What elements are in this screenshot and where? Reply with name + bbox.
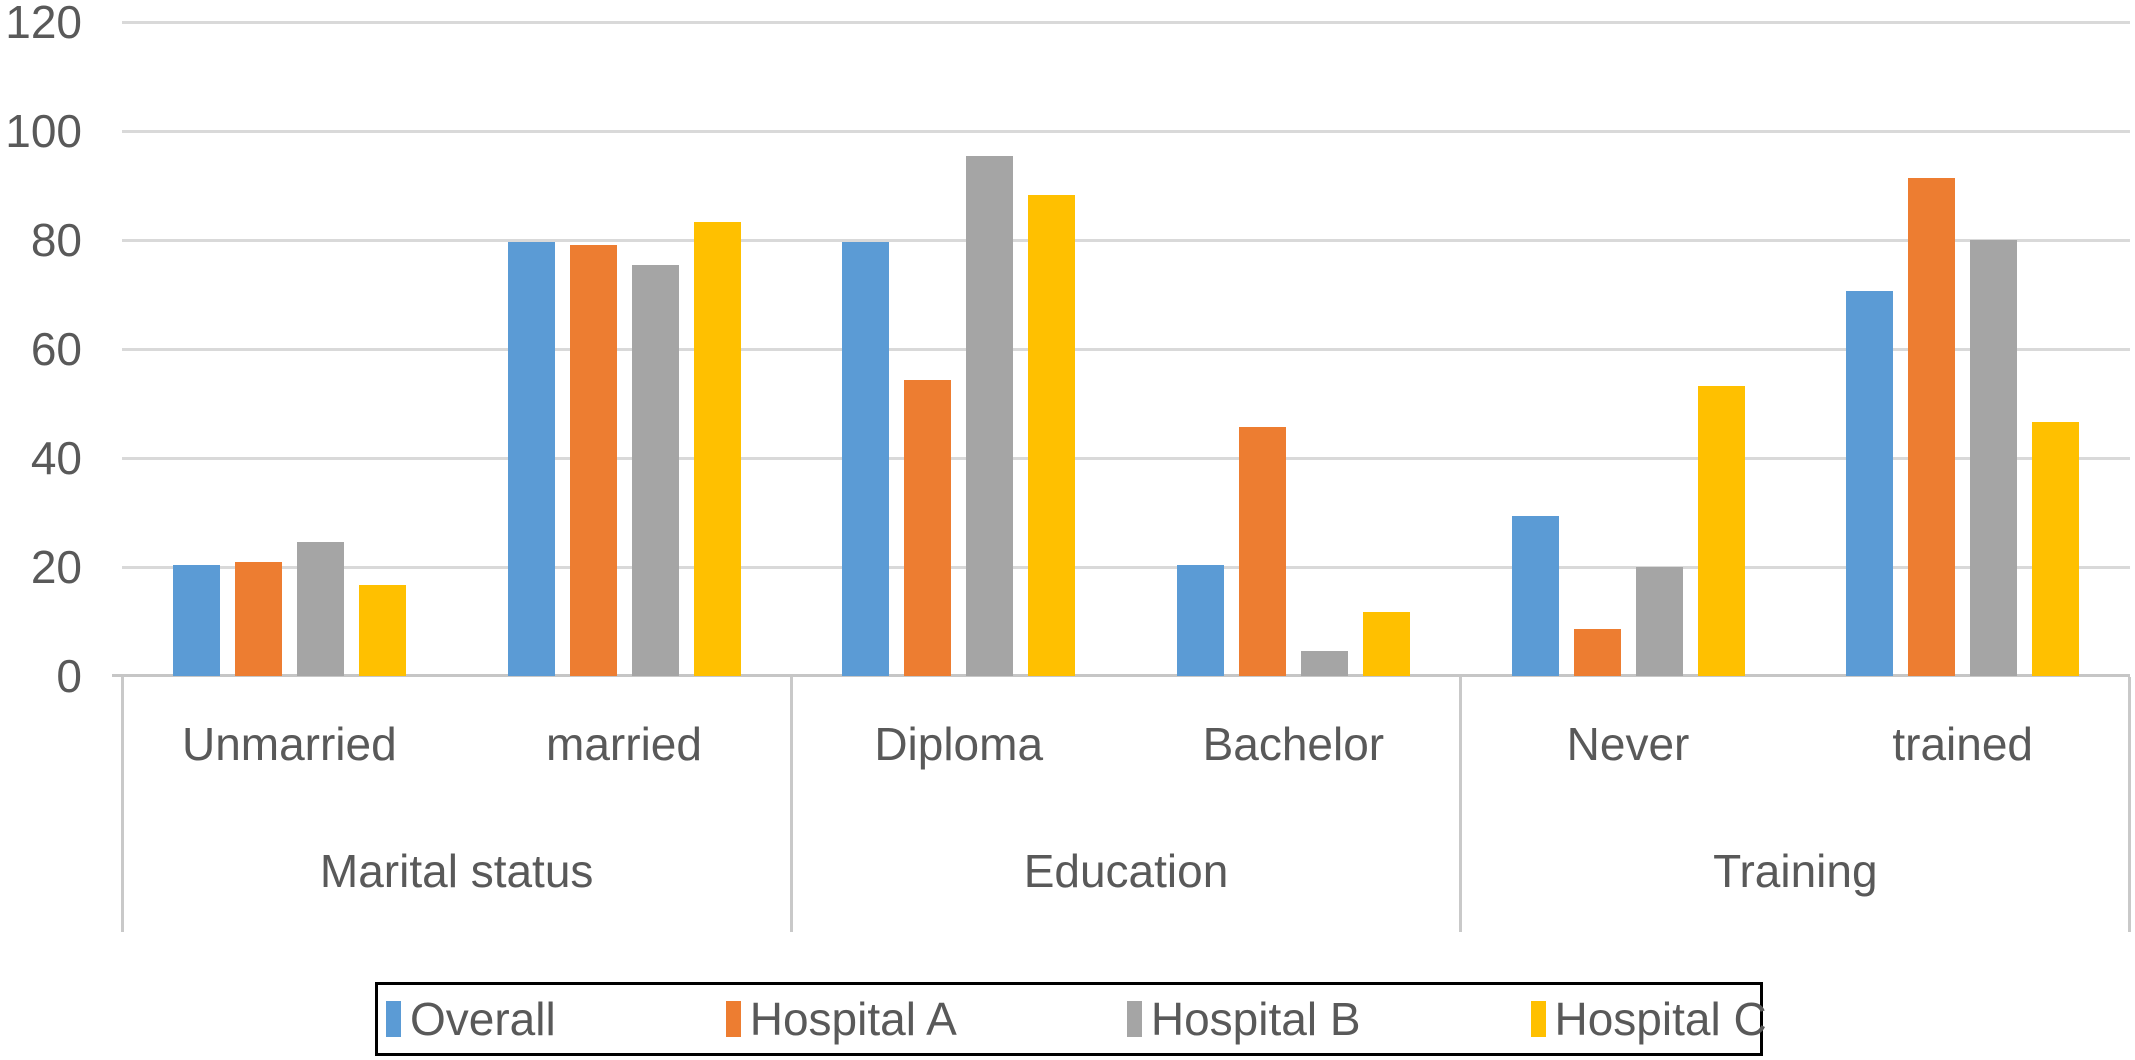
- subcategory-label: married: [546, 717, 702, 770]
- bar-group-married: [457, 0, 792, 676]
- subcategory-label: Bachelor: [1202, 717, 1385, 770]
- legend-item-hospital-a: Hospital A: [725, 992, 957, 1046]
- bar-hospital-a-never: [1573, 629, 1621, 676]
- y-axis-tick-label-80: 80: [30, 214, 82, 266]
- legend-swatch-icon: [725, 1001, 741, 1037]
- bar-hospital-c-married: [693, 222, 741, 676]
- x-axis-line: [112, 674, 2130, 677]
- bar-group-bachelor: [1126, 0, 1461, 676]
- subcategory-label: Never: [1566, 717, 1690, 770]
- y-axis-tick-label-0: 0: [56, 650, 82, 702]
- bar-hospital-c-bachelor: [1362, 612, 1410, 676]
- group-label-row: Marital status Education Training: [122, 810, 2130, 932]
- legend: Overall Hospital A Hospital B Hospital C: [375, 982, 1767, 1056]
- legend-label: Overall: [410, 993, 556, 1045]
- bar-hospital-a-diploma: [904, 380, 952, 676]
- category-divider: [1459, 677, 1462, 932]
- category-divider: [2128, 677, 2131, 932]
- bar-hospital-b-diploma: [966, 156, 1014, 676]
- bar-overall-trained: [1846, 291, 1894, 676]
- group-label: Marital status: [319, 845, 594, 897]
- bar-hospital-b-unmarried: [296, 541, 344, 676]
- bar-hospital-b-bachelor: [1300, 650, 1348, 676]
- gridline-100: [122, 130, 2130, 133]
- y-axis-tick-label-60: 60: [30, 323, 82, 375]
- group-label: Training: [1713, 845, 1878, 897]
- bar-overall-bachelor: [1176, 564, 1224, 676]
- y-axis-tick-label-120: 120: [5, 0, 82, 48]
- gridline-40: [122, 457, 2130, 460]
- bar-group-trained: [1795, 0, 2130, 676]
- bar-hospital-b-never: [1635, 567, 1683, 676]
- bar-hospital-a-unmarried: [234, 561, 282, 676]
- legend-item-hospital-b: Hospital B: [1126, 992, 1361, 1046]
- legend-item-hospital-c: Hospital C: [1530, 992, 1767, 1046]
- bar-group-unmarried: [122, 0, 457, 676]
- subcategory-label: trained: [1892, 717, 2034, 770]
- group-label: Education: [1023, 845, 1229, 897]
- subcategory-label: Diploma: [874, 717, 1044, 770]
- bar-hospital-a-married: [569, 245, 617, 676]
- bar-overall-married: [507, 242, 555, 676]
- bar-hospital-a-trained: [1908, 177, 1956, 676]
- legend-label: Hospital A: [749, 993, 957, 1045]
- subcategory-label: Unmarried: [181, 717, 397, 770]
- gridline-120: [122, 21, 2130, 24]
- y-axis-tick-label-40: 40: [30, 432, 82, 484]
- y-axis-tick-label-20: 20: [30, 541, 82, 593]
- bar-hospital-b-married: [631, 265, 679, 676]
- bar-hospital-c-diploma: [1028, 194, 1076, 676]
- legend-swatch-icon: [1126, 1001, 1142, 1037]
- legend-label: Hospital C: [1554, 993, 1767, 1045]
- bar-group-diploma: [791, 0, 1126, 676]
- legend-item-overall: Overall: [386, 992, 556, 1046]
- bar-hospital-c-unmarried: [358, 585, 406, 676]
- gridline-80: [122, 239, 2130, 242]
- bar-hospital-c-never: [1697, 385, 1745, 676]
- bar-hospital-b-trained: [1970, 240, 2018, 676]
- y-axis-tick-label-100: 100: [5, 105, 82, 157]
- bar-overall-never: [1511, 515, 1559, 676]
- gridline-20: [122, 566, 2130, 569]
- plot-area: [112, 0, 2130, 677]
- legend-swatch-icon: [386, 1001, 401, 1037]
- legend-swatch-icon: [1530, 1001, 1546, 1037]
- gridline-60: [122, 348, 2130, 351]
- bar-overall-diploma: [842, 242, 890, 676]
- bar-hospital-c-trained: [2032, 421, 2080, 676]
- category-axis: Unmarried married Diploma Bachelor Never trai…: [121, 677, 2131, 932]
- bar-hospital-a-bachelor: [1238, 426, 1286, 676]
- category-divider: [121, 677, 124, 932]
- category-divider: [790, 677, 793, 932]
- bar-group-never: [1461, 0, 1796, 676]
- bar-overall-unmarried: [172, 564, 220, 676]
- legend-label: Hospital B: [1150, 993, 1361, 1045]
- subcategory-label-row: Unmarried married Diploma Bachelor Never trai…: [122, 677, 2130, 810]
- bars-row: [122, 0, 2130, 676]
